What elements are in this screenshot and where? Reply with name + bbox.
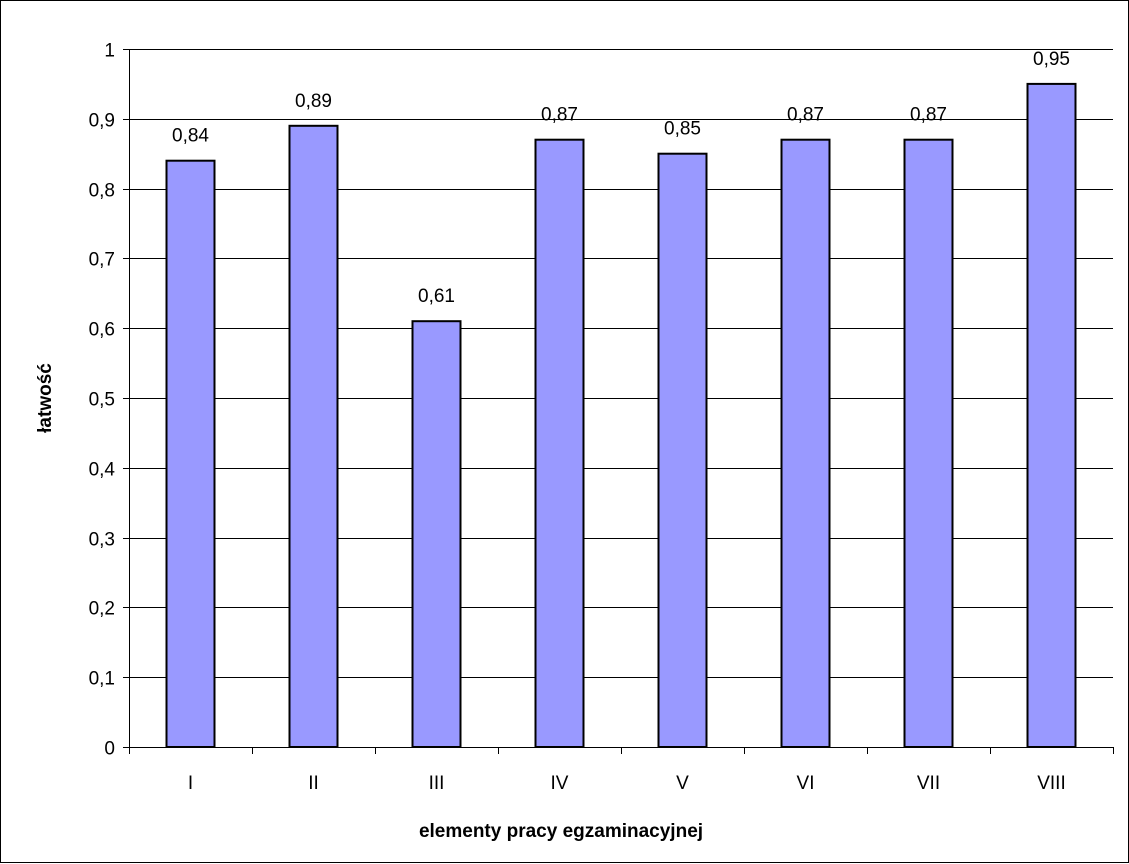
y-axis-title: łatwość (35, 363, 56, 433)
data-label: 0,95 (1033, 49, 1070, 70)
x-tick-label: IV (551, 773, 569, 794)
bar (165, 159, 216, 748)
data-label: 0,87 (541, 105, 578, 126)
y-tick-label: 0,3 (89, 530, 115, 551)
data-label: 0,89 (295, 91, 332, 112)
axes: 00,10,20,30,40,50,60,70,80,91I II III IV V VI… (89, 41, 1114, 794)
y-tick-label: 0,5 (89, 390, 115, 411)
x-tick-label: III (429, 773, 445, 794)
x-tick-label: II (308, 773, 319, 794)
bars (165, 82, 1077, 749)
data-label: 0,84 (172, 126, 209, 147)
data-label: 0,85 (664, 119, 701, 140)
bar (288, 124, 339, 749)
y-tick-label: 0,9 (89, 111, 115, 132)
x-axis-title: elementy pracy egzaminacyjnej (419, 821, 703, 842)
bar (1026, 82, 1077, 748)
data-label: 0,61 (418, 286, 455, 307)
x-tick-label: VI (797, 773, 815, 794)
bar (903, 138, 954, 748)
bar (534, 138, 585, 748)
data-labels: 0,84 0,89 0,61 0,87 0,85 0,87 0,87 0,95 (172, 49, 1070, 307)
x-tick-label: VIII (1037, 773, 1066, 794)
x-tick-label: VII (917, 773, 940, 794)
bar (780, 138, 831, 748)
gridlines (129, 49, 1113, 678)
bar (411, 320, 462, 748)
y-tick-label: 0,6 (89, 320, 115, 341)
data-label: 0,87 (787, 105, 824, 126)
y-tick-label: 0,4 (89, 460, 116, 481)
y-tick-label: 0,2 (89, 599, 115, 620)
x-tick-label: I (188, 773, 193, 794)
y-tick-label: 1 (104, 41, 115, 62)
y-tick-label: 0 (104, 739, 115, 760)
y-tick-label: 0,8 (89, 181, 115, 202)
y-tick-label: 0,1 (89, 669, 115, 690)
y-tick-label: 0,7 (89, 250, 115, 271)
bar (657, 152, 708, 748)
x-tick-label: V (676, 773, 689, 794)
data-label: 0,87 (910, 105, 947, 126)
